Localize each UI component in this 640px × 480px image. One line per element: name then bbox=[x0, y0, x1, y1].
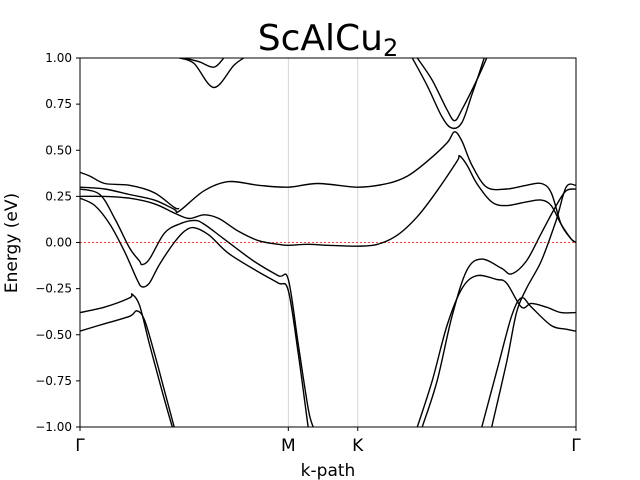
x-axis-label: k-path bbox=[301, 461, 356, 480]
x-tick-label: K bbox=[352, 436, 364, 456]
y-tick-label: −0.50 bbox=[35, 328, 72, 342]
band-line bbox=[416, 274, 576, 427]
band-line bbox=[416, 58, 488, 122]
band-line bbox=[80, 188, 314, 427]
band-line bbox=[411, 58, 485, 130]
band-line bbox=[80, 293, 173, 427]
y-axis-label: Energy (eV) bbox=[2, 193, 22, 293]
band-line bbox=[80, 154, 576, 247]
bands bbox=[80, 58, 576, 427]
band-line bbox=[80, 310, 175, 427]
y-tick-label: 0.00 bbox=[45, 236, 72, 250]
band-line bbox=[421, 188, 576, 427]
band-line bbox=[491, 183, 576, 427]
y-tick-label: −0.25 bbox=[35, 282, 72, 296]
x-tick-label: Γ bbox=[571, 436, 581, 456]
chart-title: ScAlCu2 bbox=[258, 18, 399, 62]
y-tick-label: 0.50 bbox=[45, 143, 72, 157]
band-line bbox=[80, 197, 309, 427]
y-tick-label: 1.00 bbox=[45, 51, 72, 65]
y-axis-ticks: 1.00 0.75 0.50 0.25 0.00 −0.25 −0.50 −0.75 −1.00 bbox=[35, 51, 80, 434]
band-line bbox=[184, 58, 225, 68]
band-line bbox=[178, 58, 245, 89]
chart-title-subscript: 2 bbox=[383, 34, 398, 62]
y-tick-label: 0.75 bbox=[45, 97, 72, 111]
x-tick-label: M bbox=[281, 436, 296, 456]
band-line bbox=[80, 131, 576, 244]
band-line bbox=[481, 296, 576, 427]
kpoint-grid-lines bbox=[287, 58, 359, 427]
x-tick-label: Γ bbox=[75, 436, 85, 456]
y-tick-label: 0.25 bbox=[45, 189, 72, 203]
y-tick-label: −1.00 bbox=[35, 420, 72, 434]
band-line bbox=[80, 171, 180, 210]
chart-title-main: ScAlCu bbox=[258, 18, 383, 59]
y-tick-label: −0.75 bbox=[35, 374, 72, 388]
